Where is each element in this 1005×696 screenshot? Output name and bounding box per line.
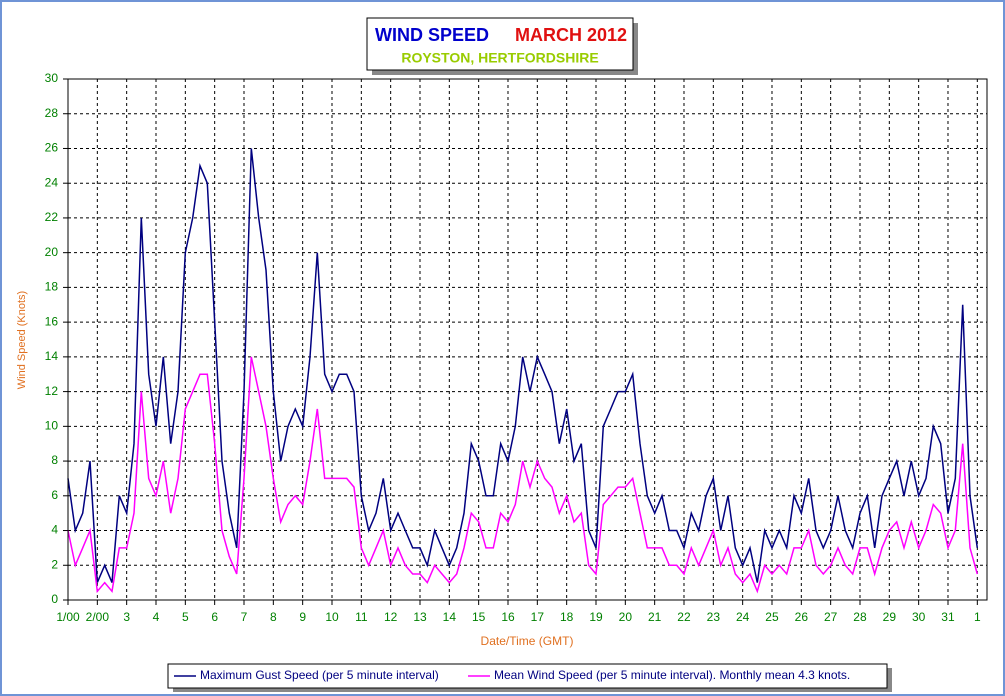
x-tick-label: 12 xyxy=(384,610,398,624)
x-tick-label: 11 xyxy=(355,610,368,624)
y-tick-label: 12 xyxy=(45,384,59,398)
y-tick-label: 4 xyxy=(51,523,58,537)
x-tick-label: 6 xyxy=(211,610,218,624)
y-tick-label: 10 xyxy=(45,419,59,433)
x-tick-label: 23 xyxy=(707,610,721,624)
x-tick-label: 16 xyxy=(501,610,515,624)
x-tick-label: 30 xyxy=(912,610,926,624)
y-tick-label: 24 xyxy=(45,175,59,189)
y-tick-label: 16 xyxy=(45,314,59,328)
legend-box xyxy=(167,663,888,689)
x-tick-label: 9 xyxy=(299,610,306,624)
y-axis-title: Wind Speed (Knots) xyxy=(16,291,28,389)
legend-label: Maximum Gust Speed (per 5 minute interva… xyxy=(200,668,439,682)
x-tick-label: 29 xyxy=(883,610,897,624)
chart-title-period: MARCH 2012 xyxy=(515,25,627,45)
x-tick-label: 13 xyxy=(413,610,427,624)
x-tick-label: 5 xyxy=(182,610,189,624)
x-tick-label: 27 xyxy=(824,610,838,624)
y-tick-label: 0 xyxy=(51,592,58,606)
x-tick-label: 19 xyxy=(589,610,603,624)
y-tick-label: 28 xyxy=(45,106,59,120)
y-tick-label: 18 xyxy=(45,280,59,294)
y-tick-label: 2 xyxy=(51,557,58,571)
y-tick-label: 8 xyxy=(51,453,58,467)
series-line xyxy=(67,356,979,594)
x-tick-label: 22 xyxy=(677,610,691,624)
y-tick-label: 20 xyxy=(45,245,59,259)
chart-subtitle: ROYSTON, HERTFORDSHIRE xyxy=(401,50,598,66)
y-tick-label: 26 xyxy=(45,141,59,155)
x-tick-label: 10 xyxy=(325,610,339,624)
x-tick-label: 18 xyxy=(560,610,574,624)
x-tick-label: 24 xyxy=(736,610,750,624)
x-tick-label: 1 xyxy=(974,610,981,624)
x-tick-label: 25 xyxy=(765,610,779,624)
x-tick-label: 2/00 xyxy=(86,610,110,624)
x-tick-label: 20 xyxy=(619,610,633,624)
series-line xyxy=(67,148,979,583)
x-tick-label: 26 xyxy=(795,610,809,624)
y-tick-label: 30 xyxy=(45,71,59,85)
x-tick-label: 28 xyxy=(853,610,867,624)
chart-title: WIND SPEED xyxy=(375,25,489,45)
title-box xyxy=(366,17,634,71)
x-tick-label: 17 xyxy=(531,610,545,624)
y-tick-label: 6 xyxy=(51,488,58,502)
x-axis-title: Date/Time (GMT) xyxy=(481,634,574,648)
x-tick-label: 4 xyxy=(153,610,160,624)
plot-border xyxy=(67,78,988,601)
y-tick-label: 14 xyxy=(45,349,59,363)
x-tick-label: 31 xyxy=(941,610,955,624)
x-tick-label: 3 xyxy=(123,610,130,624)
legend-label: Mean Wind Speed (per 5 minute interval).… xyxy=(494,668,850,682)
y-tick-label: 22 xyxy=(45,210,59,224)
x-tick-label: 15 xyxy=(472,610,486,624)
x-tick-label: 14 xyxy=(443,610,457,624)
x-tick-label: 7 xyxy=(241,610,248,624)
x-tick-label: 8 xyxy=(270,610,277,624)
x-tick-label: 21 xyxy=(648,610,662,624)
x-tick-label: 1/00 xyxy=(56,610,80,624)
